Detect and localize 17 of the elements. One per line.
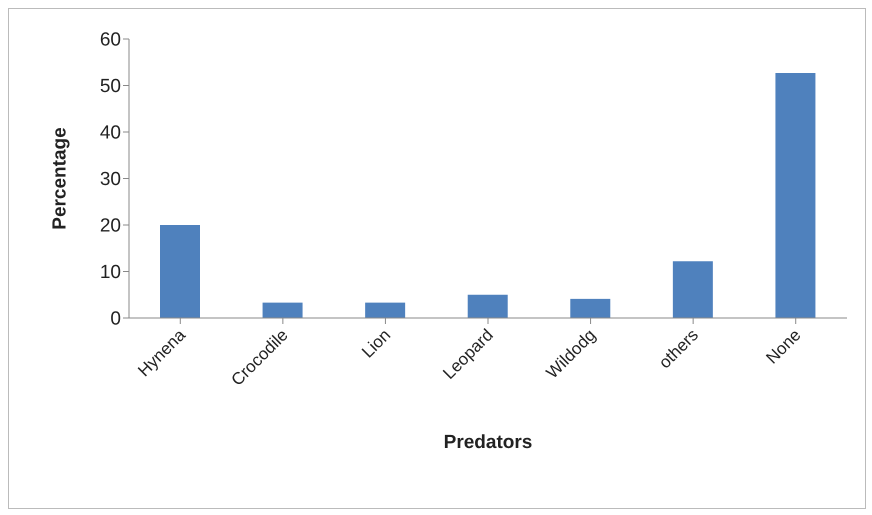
y-tick-label: 10 [100, 262, 121, 284]
y-tick-label: 50 [100, 76, 121, 98]
y-tick-label: 30 [100, 169, 121, 190]
bar [468, 294, 508, 318]
bar [775, 72, 816, 318]
bar [160, 225, 200, 318]
x-tick-label: Lion [358, 325, 394, 362]
y-tick-label: 20 [100, 216, 121, 237]
x-axis-title: Predators [444, 432, 532, 453]
bar [570, 298, 610, 318]
bar [672, 261, 713, 318]
y-tick-label: 0 [110, 308, 121, 330]
y-tick-label: 60 [100, 30, 121, 51]
y-axis-title: Percentage [50, 127, 71, 230]
bar [365, 302, 406, 318]
y-tick-label: 40 [100, 122, 121, 144]
bar [262, 302, 303, 318]
